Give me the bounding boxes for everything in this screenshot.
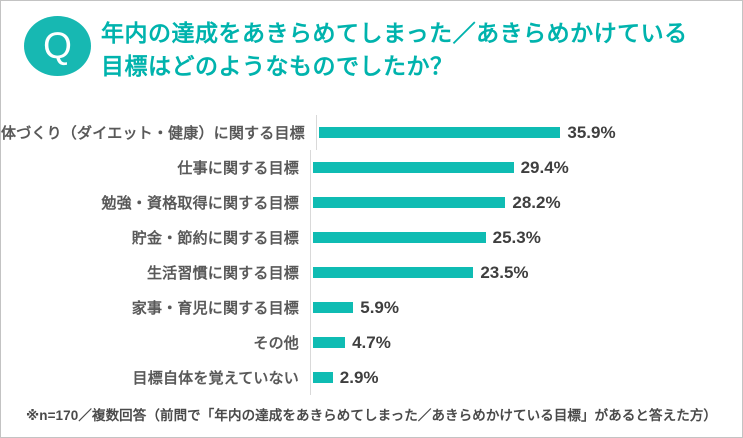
category-label: 勉強・資格取得に関する目標 — [101, 195, 299, 212]
question-header: Q 年内の達成をあきらめてしまった／あきらめかけている 目標はどのようなものでした… — [24, 16, 688, 83]
bar — [313, 162, 514, 173]
bar-chart: 体づくり（ダイエット・健康）に関する目標 35.9% 仕事に関する目標 29.4% 勉強… — [1, 115, 736, 395]
bar-area: 25.3% — [310, 220, 736, 255]
chart-row: 目標自体を覚えていない 2.9% — [1, 360, 736, 395]
chart-row: 勉強・資格取得に関する目標 28.2% — [1, 185, 736, 220]
chart-row: 生活習慣に関する目標 23.5% — [1, 255, 736, 290]
bar — [313, 232, 486, 243]
value-label: 23.5% — [480, 262, 529, 282]
question-badge-letter: Q — [43, 24, 72, 66]
value-label: 25.3% — [492, 227, 541, 247]
bar-area: 5.9% — [310, 290, 736, 325]
category-label: 生活習慣に関する目標 — [146, 265, 299, 282]
chart-row: 体づくり（ダイエット・健康）に関する目標 35.9% — [1, 115, 736, 150]
category-label: その他 — [253, 335, 299, 352]
value-label: 28.2% — [512, 192, 561, 212]
bar — [318, 127, 561, 138]
bar-area: 29.4% — [310, 150, 736, 185]
bar-area: 28.2% — [310, 185, 736, 220]
bar-area: 23.5% — [310, 255, 736, 290]
bar — [313, 337, 346, 348]
value-label: 2.9% — [339, 367, 379, 387]
category-label: 貯金・節約に関する目標 — [131, 230, 299, 247]
bar — [313, 302, 354, 313]
bar — [313, 197, 506, 208]
bar — [313, 267, 474, 278]
chart-row: 仕事に関する目標 29.4% — [1, 150, 736, 185]
value-label: 4.7% — [352, 332, 391, 352]
question-title-line2: 目標はどのようなものでしたか？ — [101, 53, 454, 79]
value-label: 29.4% — [520, 157, 569, 177]
footnote: ※n=170／複数回答（前問で「年内の達成をあきらめてしまった／あきらめかけてい… — [26, 408, 718, 423]
question-title-line1: 年内の達成をあきらめてしまった／あきらめかけている — [101, 20, 688, 46]
question-title: 年内の達成をあきらめてしまった／あきらめかけている 目標はどのようなものでしたか？ — [101, 16, 688, 83]
chart-row: 家事・育児に関する目標 5.9% — [1, 290, 736, 325]
value-label: 35.9% — [567, 122, 616, 142]
bar — [313, 372, 333, 383]
question-badge-icon: Q — [24, 16, 91, 76]
value-label: 5.9% — [360, 297, 399, 317]
bar-area: 4.7% — [310, 325, 736, 360]
bar-area: 35.9% — [315, 115, 736, 150]
bar-area: 2.9% — [310, 360, 736, 395]
chart-row: 貯金・節約に関する目標 25.3% — [1, 220, 736, 255]
chart-row: その他 4.7% — [1, 325, 736, 360]
category-label: 仕事に関する目標 — [177, 160, 299, 177]
category-label: 目標自体を覚えていない — [132, 370, 299, 387]
category-label: 体づくり（ダイエット・健康）に関する目標 — [1, 125, 305, 142]
category-label: 家事・育児に関する目標 — [131, 300, 299, 317]
